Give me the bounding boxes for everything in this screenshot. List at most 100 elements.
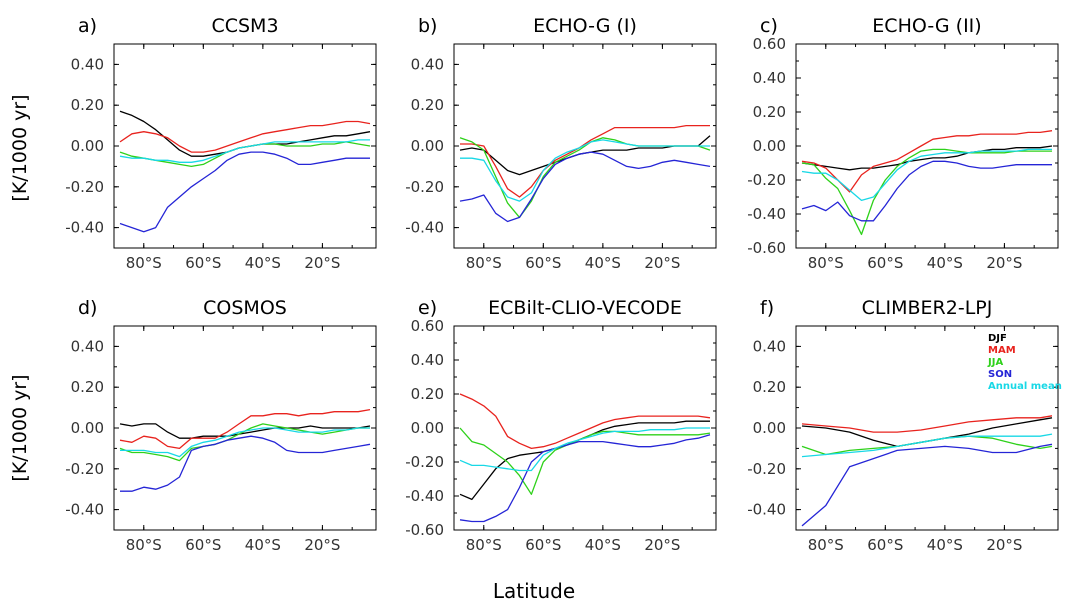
panel-6: f) CLIMBER2-LPJ 0.40 0.20 0.00 -0.20 -0.40 80°S…: [747, 297, 1059, 554]
y-tick-label: 0.00: [71, 137, 104, 155]
y-tick-label: 0.40: [753, 337, 786, 355]
y-tick-label: 0.20: [71, 378, 104, 396]
series-line-djf: [119, 423, 371, 439]
panel-5: e) ECBilt-CLIO-VECODE 0.60 0.40 0.20 0.00 -0.2…: [405, 297, 717, 554]
y-tick-label: 0.20: [71, 96, 104, 114]
y-axis-label-bottom: [K/1000 yr]: [9, 374, 31, 481]
series-line-jja: [801, 148, 1052, 236]
y-tick-label: 0.60: [411, 317, 444, 335]
panel-title: CLIMBER2-LPJ: [862, 297, 993, 319]
panel-2: b) ECHO-G (I) 0.40 0.20 0.00 -0.20 -0.40 80°S 60…: [405, 15, 717, 272]
x-tick-label: 60°S: [867, 254, 903, 272]
x-tick-label: 80°S: [126, 254, 162, 272]
series-line-mam: [460, 124, 710, 198]
series-line-son: [801, 160, 1052, 222]
series-line-mam: [119, 408, 371, 450]
y-tick-label: -0.20: [65, 460, 104, 478]
panel-1: a) CCSM3 0.40 0.20 0.00 -0.20 -0.40 80°S 60°S 40°…: [65, 15, 377, 272]
series-line-son: [119, 151, 370, 233]
series-line-annual-mean: [120, 427, 370, 458]
x-tick-label: 20°S: [304, 254, 340, 272]
series-line-son: [459, 434, 711, 523]
x-tick-label: 40°S: [585, 254, 621, 272]
x-tick-label: 60°S: [525, 536, 561, 554]
x-tick-label: 20°S: [644, 536, 680, 554]
x-tick-label: 40°S: [927, 254, 963, 272]
y-tick-label: -0.20: [747, 171, 786, 189]
panel-letter: a): [78, 15, 97, 37]
panel-letter: c): [760, 15, 778, 37]
panel-title: ECBilt-CLIO-VECODE: [488, 297, 682, 319]
series-line-jja: [459, 137, 711, 219]
plot-frame: [453, 325, 717, 531]
y-tick-label: 0.00: [753, 137, 786, 155]
x-tick-label: 80°S: [808, 536, 844, 554]
y-tick-label: 0.40: [71, 337, 104, 355]
y-tick-label: -0.60: [747, 239, 786, 257]
panels: a) CCSM3 0.40 0.20 0.00 -0.20 -0.40 80°S 60°S 40°…: [65, 15, 1059, 554]
panel-title: ECHO-G (II): [872, 15, 981, 37]
legend-item-mam: MAM: [988, 345, 1016, 356]
panel-letter: d): [78, 297, 97, 319]
y-tick-label: 0.20: [411, 385, 444, 403]
series-line-annual-mean: [459, 427, 710, 472]
panel-title: CCSM3: [211, 15, 278, 37]
x-tick-label: 40°S: [585, 536, 621, 554]
x-tick-label: 60°S: [185, 254, 221, 272]
x-tick-label: 80°S: [466, 254, 502, 272]
y-tick-label: -0.60: [405, 521, 444, 539]
series-line-djf: [459, 420, 710, 501]
series-line-son: [459, 151, 711, 223]
plot-frame: [795, 43, 1059, 249]
series-line-mam: [801, 415, 1053, 433]
x-axis-label: Latitude: [493, 579, 575, 603]
series-line-annual-mean: [119, 139, 370, 163]
y-tick-label: -0.40: [405, 487, 444, 505]
y-tick-label: -0.40: [65, 501, 104, 519]
x-tick-label: 60°S: [867, 536, 903, 554]
y-tick-label: 0.40: [411, 351, 444, 369]
y-tick-label: 0.00: [411, 137, 444, 155]
y-tick-label: -0.40: [747, 205, 786, 223]
series-line-annual-mean: [460, 139, 710, 202]
legend-item-son: SON: [988, 369, 1012, 380]
series-line-mam: [459, 393, 711, 450]
plot-frame: [795, 325, 1059, 531]
panel-letter: b): [418, 15, 437, 37]
y-tick-label: 0.20: [753, 378, 786, 396]
panel-title: ECHO-G (I): [533, 15, 637, 37]
x-tick-label: 80°S: [808, 254, 844, 272]
x-tick-label: 40°S: [245, 254, 281, 272]
y-axis-label-top: [K/1000 yr]: [9, 94, 31, 201]
y-tick-label: -0.20: [65, 178, 104, 196]
y-tick-label: 0.40: [753, 69, 786, 87]
y-tick-label: 0.40: [411, 55, 444, 73]
legend-item-djf: DJF: [988, 333, 1007, 344]
series-line-mam: [119, 120, 371, 153]
x-tick-label: 80°S: [466, 536, 502, 554]
x-tick-label: 20°S: [986, 254, 1022, 272]
series-line-jja: [801, 435, 1053, 456]
series-line-son: [801, 443, 1053, 527]
y-tick-label: -0.20: [405, 453, 444, 471]
y-tick-label: 0.40: [71, 55, 104, 73]
y-tick-label: 0.00: [411, 419, 444, 437]
y-tick-label: 0.20: [753, 103, 786, 121]
y-tick-label: 0.00: [753, 419, 786, 437]
y-tick-label: -0.20: [747, 460, 786, 478]
series-line-jja: [459, 427, 711, 495]
x-tick-label: 60°S: [525, 254, 561, 272]
panel-4: d) COSMOS 0.40 0.20 0.00 -0.20 -0.40 80°S 60°S 40…: [65, 297, 377, 554]
x-tick-label: 20°S: [304, 536, 340, 554]
x-tick-label: 20°S: [986, 536, 1022, 554]
y-tick-label: -0.40: [747, 501, 786, 519]
y-tick-label: 0.00: [71, 419, 104, 437]
series-line-jja: [119, 423, 370, 462]
x-tick-label: 60°S: [185, 536, 221, 554]
plot-frame: [113, 43, 377, 249]
y-tick-label: 0.60: [753, 35, 786, 53]
panel-letter: f): [760, 297, 774, 319]
series-line-jja: [119, 141, 371, 168]
